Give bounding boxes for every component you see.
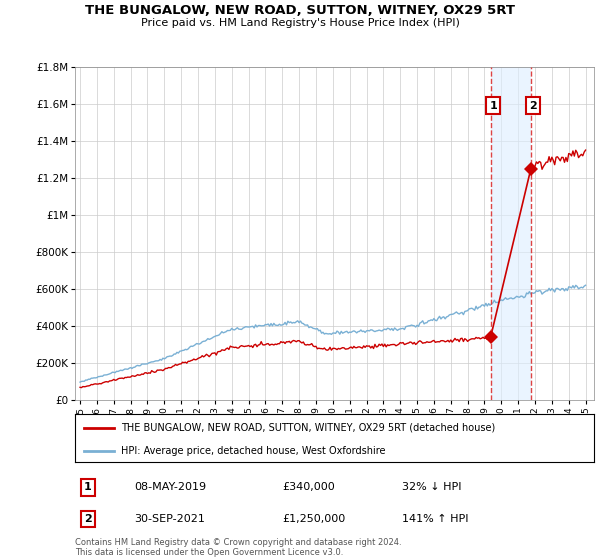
Text: £1,250,000: £1,250,000 [283, 514, 346, 524]
Text: 2: 2 [529, 100, 537, 110]
Text: THE BUNGALOW, NEW ROAD, SUTTON, WITNEY, OX29 5RT (detached house): THE BUNGALOW, NEW ROAD, SUTTON, WITNEY, … [121, 423, 495, 433]
Text: 08-MAY-2019: 08-MAY-2019 [134, 482, 207, 492]
Text: 1: 1 [489, 100, 497, 110]
Text: 30-SEP-2021: 30-SEP-2021 [134, 514, 206, 524]
Text: HPI: Average price, detached house, West Oxfordshire: HPI: Average price, detached house, West… [121, 446, 385, 456]
Text: 141% ↑ HPI: 141% ↑ HPI [402, 514, 469, 524]
Text: £340,000: £340,000 [283, 482, 335, 492]
Text: 1: 1 [84, 482, 92, 492]
Bar [491, 67, 531, 400]
Text: 32% ↓ HPI: 32% ↓ HPI [402, 482, 461, 492]
Text: Contains HM Land Registry data © Crown copyright and database right 2024.
This d: Contains HM Land Registry data © Crown c… [75, 538, 401, 557]
Text: THE BUNGALOW, NEW ROAD, SUTTON, WITNEY, OX29 5RT: THE BUNGALOW, NEW ROAD, SUTTON, WITNEY, … [85, 4, 515, 17]
Text: 2: 2 [84, 514, 92, 524]
Text: Price paid vs. HM Land Registry's House Price Index (HPI): Price paid vs. HM Land Registry's House … [140, 18, 460, 28]
